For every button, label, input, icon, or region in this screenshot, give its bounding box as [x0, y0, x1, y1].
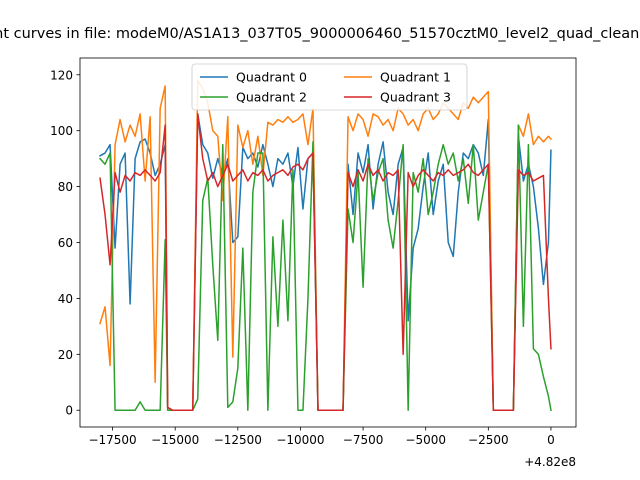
x-offset-label: +4.82e8: [524, 455, 576, 469]
x-tick-label: −12500: [214, 433, 262, 447]
y-tick-label: 100: [50, 124, 73, 138]
y-tick-label: 40: [58, 292, 73, 306]
y-tick-label: 120: [50, 68, 73, 82]
x-tick-label: −2500: [468, 433, 509, 447]
legend-box: [191, 63, 468, 111]
legend-label-quadrant-0: Quadrant 0: [236, 70, 307, 85]
axes-layer: −17500 −15000 −12500 −10000 −7500 −5000 −2500 0…: [50, 57, 577, 469]
legend: Quadrant 0 Quadrant 1 Quadrant 2 Quadrant 3: [191, 63, 468, 111]
y-tick-label: 20: [58, 348, 73, 362]
y-tick-label: 0: [65, 404, 73, 418]
chart-title: Light curves in file: modeM0/AS1A13_037T…: [0, 26, 640, 42]
x-tick-label: −5000: [405, 433, 446, 447]
x-tick-label: −17500: [88, 433, 136, 447]
x-tick-label: −10000: [276, 433, 324, 447]
legend-label-quadrant-2: Quadrant 2: [236, 90, 307, 105]
series-line-quadrant-3: [99, 113, 552, 411]
y-tick-label: 80: [58, 180, 73, 194]
x-tick-label: −7500: [343, 433, 384, 447]
y-tick-label: 60: [58, 236, 73, 250]
legend-label-quadrant-3: Quadrant 3: [380, 90, 451, 105]
legend-label-quadrant-1: Quadrant 1: [380, 70, 451, 85]
series-layer: [98, 79, 553, 412]
x-tick-label: −15000: [151, 433, 199, 447]
x-tick-label: 0: [547, 433, 555, 447]
